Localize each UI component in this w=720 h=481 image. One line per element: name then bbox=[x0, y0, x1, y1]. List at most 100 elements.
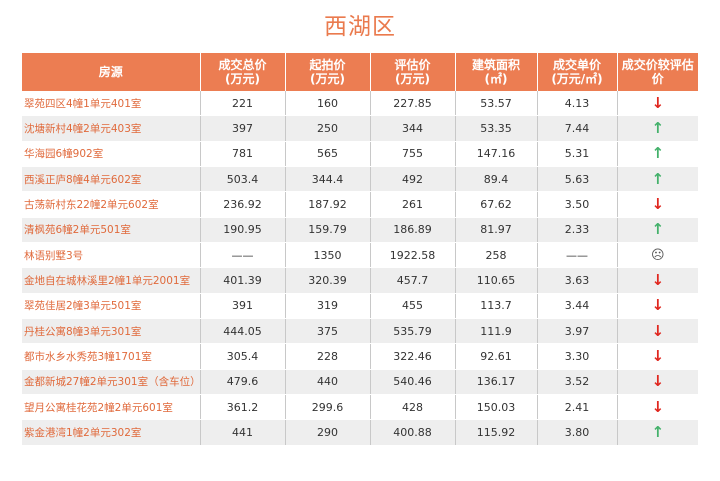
comparison-cell: ↑ bbox=[617, 115, 698, 142]
property-name-cell: 华海园6幢902室 bbox=[22, 141, 201, 168]
comparison-cell: ↓ bbox=[617, 394, 698, 421]
arrow-down-icon: ↓ bbox=[651, 195, 665, 214]
property-auction-table: 房源 成交总价 (万元) 起拍价 (万元) 评估价 (万元) 建筑面积 (㎡) 成交单价… bbox=[22, 53, 698, 446]
unit-price-cell: 3.63 bbox=[537, 267, 618, 294]
property-name-cell: 林语别墅3号 bbox=[22, 242, 201, 269]
arrow-up-icon: ↑ bbox=[651, 220, 665, 239]
property-name-cell: 翠苑四区4幢1单元401室 bbox=[22, 91, 201, 117]
assessed-price-cell: 1922.58 bbox=[370, 242, 456, 269]
area-cell: 53.57 bbox=[455, 91, 538, 117]
start-price-cell: 160 bbox=[285, 91, 371, 117]
unit-price-cell: 5.31 bbox=[537, 141, 618, 168]
header-name: 房源 bbox=[22, 53, 201, 91]
arrow-up-icon: ↑ bbox=[651, 423, 665, 442]
property-name-cell: 紫金港湾1幢2单元302室 bbox=[22, 419, 201, 446]
unit-price-cell: 3.80 bbox=[537, 419, 618, 446]
property-name-cell: 沈塘新村4幢2单元403室 bbox=[22, 115, 201, 142]
comparison-cell: ↑ bbox=[617, 141, 698, 168]
assessed-price-cell: 322.46 bbox=[370, 343, 456, 370]
total-price-cell: 236.92 bbox=[200, 191, 286, 218]
assessed-price-cell: 400.88 bbox=[370, 419, 456, 446]
area-cell: 110.65 bbox=[455, 267, 538, 294]
arrow-down-icon: ↓ bbox=[651, 397, 665, 416]
total-price-cell: 305.4 bbox=[200, 343, 286, 370]
assessed-price-cell: 186.89 bbox=[370, 217, 456, 244]
arrow-down-icon: ↓ bbox=[651, 372, 665, 391]
assessed-price-cell: 540.46 bbox=[370, 369, 456, 396]
area-cell: 115.92 bbox=[455, 419, 538, 446]
table-row: 紫金港湾1幢2单元302室 441 290 400.88 115.92 3.80 ↑ bbox=[22, 419, 698, 446]
property-name-cell: 西溪正庐8幢4单元602室 bbox=[22, 166, 201, 193]
area-cell: 258 bbox=[455, 242, 538, 269]
comparison-cell: ☹ bbox=[617, 242, 698, 269]
total-price-cell: 397 bbox=[200, 115, 286, 142]
unit-price-cell: 3.44 bbox=[537, 293, 618, 320]
area-cell: 67.62 bbox=[455, 191, 538, 218]
unit-price-cell: 4.13 bbox=[537, 91, 618, 117]
comparison-cell: ↓ bbox=[617, 369, 698, 396]
table-row: 丹桂公寓8幢3单元301室 444.05 375 535.79 111.9 3.97 ↓ bbox=[22, 318, 698, 345]
area-cell: 113.7 bbox=[455, 293, 538, 320]
property-name-cell: 丹桂公寓8幢3单元301室 bbox=[22, 318, 201, 345]
area-cell: 89.4 bbox=[455, 166, 538, 193]
start-price-cell: 375 bbox=[285, 318, 371, 345]
table-row: 林语别墅3号 —— 1350 1922.58 258 —— ☹ bbox=[22, 242, 698, 269]
table-row: 古荡新村东22幢2单元602室 236.92 187.92 261 67.62 3.50 ↓ bbox=[22, 191, 698, 218]
property-name-cell: 清枫苑6幢2单元501室 bbox=[22, 217, 201, 244]
start-price-cell: 344.4 bbox=[285, 166, 371, 193]
start-price-cell: 187.92 bbox=[285, 191, 371, 218]
arrow-down-icon: ↓ bbox=[651, 296, 665, 315]
table-row: 沈塘新村4幢2单元403室 397 250 344 53.35 7.44 ↑ bbox=[22, 115, 698, 142]
property-name-cell: 金都新城27幢2单元301室（含车位） bbox=[22, 369, 201, 396]
header-start-price: 起拍价 (万元) bbox=[285, 53, 371, 91]
page-title: 西湖区 bbox=[324, 14, 396, 40]
total-price-cell: —— bbox=[200, 242, 286, 269]
arrow-down-icon: ↓ bbox=[651, 347, 665, 366]
table-row: 金地自在城林溪里2幢1单元2001室 401.39 320.39 457.7 110.6… bbox=[22, 267, 698, 294]
area-cell: 81.97 bbox=[455, 217, 538, 244]
comparison-cell: ↓ bbox=[617, 191, 698, 218]
header-area: 建筑面积 (㎡) bbox=[455, 53, 538, 91]
comparison-cell: ↑ bbox=[617, 166, 698, 193]
unit-price-cell: 7.44 bbox=[537, 115, 618, 142]
unit-price-cell: 3.52 bbox=[537, 369, 618, 396]
assessed-price-cell: 457.7 bbox=[370, 267, 456, 294]
arrow-up-icon: ↑ bbox=[651, 144, 665, 163]
unit-price-cell: 2.41 bbox=[537, 394, 618, 421]
property-name-cell: 望月公寓桂花苑2幢2单元601室 bbox=[22, 394, 201, 421]
assessed-price-cell: 227.85 bbox=[370, 91, 456, 117]
comparison-cell: ↑ bbox=[617, 217, 698, 244]
assessed-price-cell: 428 bbox=[370, 394, 456, 421]
start-price-cell: 250 bbox=[285, 115, 371, 142]
start-price-cell: 319 bbox=[285, 293, 371, 320]
assessed-price-cell: 535.79 bbox=[370, 318, 456, 345]
assessed-price-cell: 492 bbox=[370, 166, 456, 193]
sad-face-icon: ☹ bbox=[650, 247, 665, 263]
start-price-cell: 228 bbox=[285, 343, 371, 370]
header-comparison: 成交价较评估价 bbox=[617, 53, 698, 91]
total-price-cell: 503.4 bbox=[200, 166, 286, 193]
table-row: 清枫苑6幢2单元501室 190.95 159.79 186.89 81.97 2.33 ↑ bbox=[22, 217, 698, 244]
arrow-up-icon: ↑ bbox=[651, 119, 665, 138]
table-header-row: 房源 成交总价 (万元) 起拍价 (万元) 评估价 (万元) 建筑面积 (㎡) 成交单价… bbox=[22, 53, 698, 91]
start-price-cell: 290 bbox=[285, 419, 371, 446]
unit-price-cell: 3.30 bbox=[537, 343, 618, 370]
area-cell: 136.17 bbox=[455, 369, 538, 396]
unit-price-cell: 2.33 bbox=[537, 217, 618, 244]
property-name-cell: 都市水乡水秀苑3幢1701室 bbox=[22, 343, 201, 370]
table-row: 翠苑佳居2幢3单元501室 391 319 455 113.7 3.44 ↓ bbox=[22, 293, 698, 320]
total-price-cell: 361.2 bbox=[200, 394, 286, 421]
total-price-cell: 444.05 bbox=[200, 318, 286, 345]
table-row: 望月公寓桂花苑2幢2单元601室 361.2 299.6 428 150.03 2.41 ↓ bbox=[22, 394, 698, 421]
total-price-cell: 781 bbox=[200, 141, 286, 168]
comparison-cell: ↑ bbox=[617, 419, 698, 446]
start-price-cell: 159.79 bbox=[285, 217, 371, 244]
comparison-cell: ↓ bbox=[617, 343, 698, 370]
table-row: 翠苑四区4幢1单元401室 221 160 227.85 53.57 4.13 ↓ bbox=[22, 91, 698, 117]
start-price-cell: 320.39 bbox=[285, 267, 371, 294]
start-price-cell: 1350 bbox=[285, 242, 371, 269]
start-price-cell: 440 bbox=[285, 369, 371, 396]
assessed-price-cell: 455 bbox=[370, 293, 456, 320]
arrow-down-icon: ↓ bbox=[651, 321, 665, 340]
total-price-cell: 479.6 bbox=[200, 369, 286, 396]
